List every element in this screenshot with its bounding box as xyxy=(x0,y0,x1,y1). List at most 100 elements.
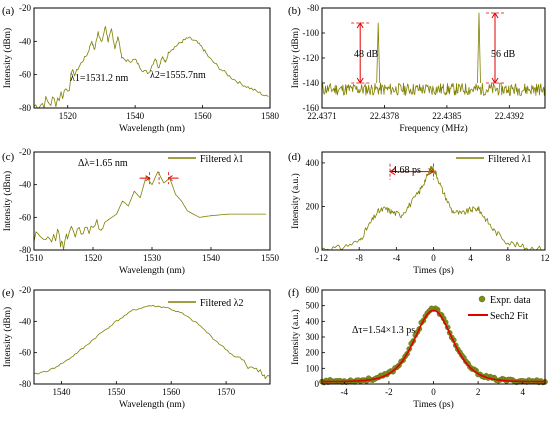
legend-marker-f1 xyxy=(478,295,486,303)
ytick-label-b-1: -140 xyxy=(303,78,320,88)
xtick-label-d-0: -12 xyxy=(316,253,328,263)
x-axis-label-f: Times (ps) xyxy=(413,399,454,410)
xtick-label-f-3: 2 xyxy=(476,387,481,397)
ytick-label-a-1: -60 xyxy=(19,70,31,80)
legend-label-c: Filtered λ1 xyxy=(200,154,243,165)
ytick-label-d-2: 400 xyxy=(306,158,320,168)
ytick-label-c-3: -20 xyxy=(19,147,31,157)
ytick-label-f-3: 300 xyxy=(306,332,320,342)
xtick-label-e-1: 1550 xyxy=(107,387,126,397)
x-axis-label-b: Frequency (MHz) xyxy=(399,123,467,134)
ytick-label-f-2: 200 xyxy=(306,348,320,358)
xtick-label-e-0: 1540 xyxy=(52,387,71,397)
xtick-label-b-0: 22.4371 xyxy=(307,111,336,121)
xtick-label-a-3: 1580 xyxy=(261,111,280,121)
ytick-label-c-1: -60 xyxy=(19,212,31,222)
y-axis-label-a: Intensity (dBm) xyxy=(2,28,13,88)
xtick-label-e-2: 1560 xyxy=(162,387,181,397)
ytick-label-e-3: -20 xyxy=(19,285,31,295)
xtick-label-b-1: 22.4378 xyxy=(370,111,400,121)
xtick-label-b-2: 22.4385 xyxy=(432,111,462,121)
plot-frame-b xyxy=(321,7,546,109)
panel-label-f: (f) xyxy=(288,287,299,299)
y-axis-label-d: Intensity (a.u.) xyxy=(290,173,301,229)
xtick-label-a-1: 1540 xyxy=(126,111,145,121)
xtick-label-f-1: -2 xyxy=(385,387,393,397)
annotation-56db: 56 dB xyxy=(491,49,516,60)
ytick-label-b-3: -100 xyxy=(303,28,320,38)
xtick-label-f-0: -4 xyxy=(341,387,349,397)
ytick-label-b-4: -80 xyxy=(307,3,319,13)
y-axis-label-e: Intensity (dBm) xyxy=(2,307,13,367)
xtick-label-b-3: 22.4392 xyxy=(495,111,524,121)
ytick-label-a-3: -20 xyxy=(19,3,31,13)
xtick-label-c-0: 1510 xyxy=(25,253,44,263)
xtick-label-e-3: 1570 xyxy=(217,387,236,397)
annotation-pulse-width: 4.68 ps xyxy=(392,165,421,176)
annotation-lambda2: λ2=1555.7nm xyxy=(150,70,206,81)
legend-label-d: Filtered λ1 xyxy=(488,154,531,165)
legend-label-f2: Sech2 Fit xyxy=(490,311,528,322)
y-axis-label-f: Intensity (a.u.) xyxy=(290,309,301,365)
xtick-label-c-3: 1540 xyxy=(202,253,221,263)
xtick-label-d-3: 0 xyxy=(431,253,436,263)
panel-label-b: (b) xyxy=(288,5,301,17)
plot-frame-e xyxy=(33,289,271,385)
ytick-label-f-1: 100 xyxy=(306,363,320,373)
plot-frame-d xyxy=(321,151,546,251)
series-line-a xyxy=(33,26,269,109)
ytick-label-f-0: 0 xyxy=(315,379,320,389)
xtick-label-a-0: 1520 xyxy=(59,111,78,121)
xtick-label-f-2: 0 xyxy=(431,387,436,397)
ytick-label-f-6: 600 xyxy=(306,285,320,295)
legend-label-e: Filtered λ2 xyxy=(200,298,243,309)
ytick-label-a-0: -80 xyxy=(19,103,31,113)
annotation-lambda1: λ1=1531.2 nm xyxy=(70,73,128,84)
xtick-label-c-4: 1550 xyxy=(261,253,280,263)
ytick-label-a-2: -40 xyxy=(19,36,31,46)
series-noise-b xyxy=(321,82,546,96)
panel-label-d: (d) xyxy=(288,151,301,163)
annotation-delta-tau: Δτ=1.54×1.3 ps xyxy=(352,325,415,336)
annotation-48db: 48 dB xyxy=(354,49,379,60)
xtick-label-d-5: 8 xyxy=(506,253,511,263)
plot-frame-c xyxy=(33,151,271,251)
peak-1 xyxy=(477,12,481,84)
series-line-c xyxy=(33,171,267,251)
ytick-label-e-1: -60 xyxy=(19,348,31,358)
ytick-label-e-2: -40 xyxy=(19,316,31,326)
x-axis-label-d: Times (ps) xyxy=(413,265,454,276)
xtick-label-f-4: 4 xyxy=(520,387,525,397)
y-axis-label-b: Intensity (dBm) xyxy=(290,28,301,88)
ytick-label-b-2: -120 xyxy=(303,53,320,63)
xtick-label-d-6: 12 xyxy=(541,253,550,263)
ytick-label-b-0: -160 xyxy=(303,103,320,113)
x-axis-label-e: Wavelength (nm) xyxy=(119,399,185,410)
annotation-delta-lambda: Δλ=1.65 nm xyxy=(78,158,128,169)
panel-label-e: (e) xyxy=(2,287,15,299)
panel-label-c: (c) xyxy=(2,151,15,163)
peak-0 xyxy=(376,22,381,84)
ytick-label-c-2: -40 xyxy=(19,180,31,190)
plot-frame-a xyxy=(33,7,271,109)
xtick-label-d-1: -8 xyxy=(355,253,363,263)
y-axis-label-c: Intensity (dBm) xyxy=(2,171,13,231)
ytick-label-f-4: 400 xyxy=(306,316,320,326)
ytick-label-f-5: 500 xyxy=(306,301,320,311)
xtick-label-c-1: 1520 xyxy=(84,253,103,263)
panel-label-a: (a) xyxy=(2,5,15,17)
ytick-label-e-0: -80 xyxy=(19,379,31,389)
ytick-label-c-0: -80 xyxy=(19,245,31,255)
x-axis-label-a: Wavelength (nm) xyxy=(119,123,185,134)
ytick-label-d-0: 0 xyxy=(315,245,320,255)
xtick-label-d-2: -4 xyxy=(393,253,401,263)
series-line-e xyxy=(33,304,270,380)
xtick-label-c-2: 1530 xyxy=(143,253,162,263)
xtick-label-a-2: 1560 xyxy=(194,111,213,121)
xtick-label-d-4: 4 xyxy=(468,253,473,263)
legend-label-f1: Expr. data xyxy=(490,295,531,306)
plot-frame-f xyxy=(321,289,546,385)
ytick-label-d-1: 200 xyxy=(306,201,320,211)
series-line-d xyxy=(321,165,544,251)
